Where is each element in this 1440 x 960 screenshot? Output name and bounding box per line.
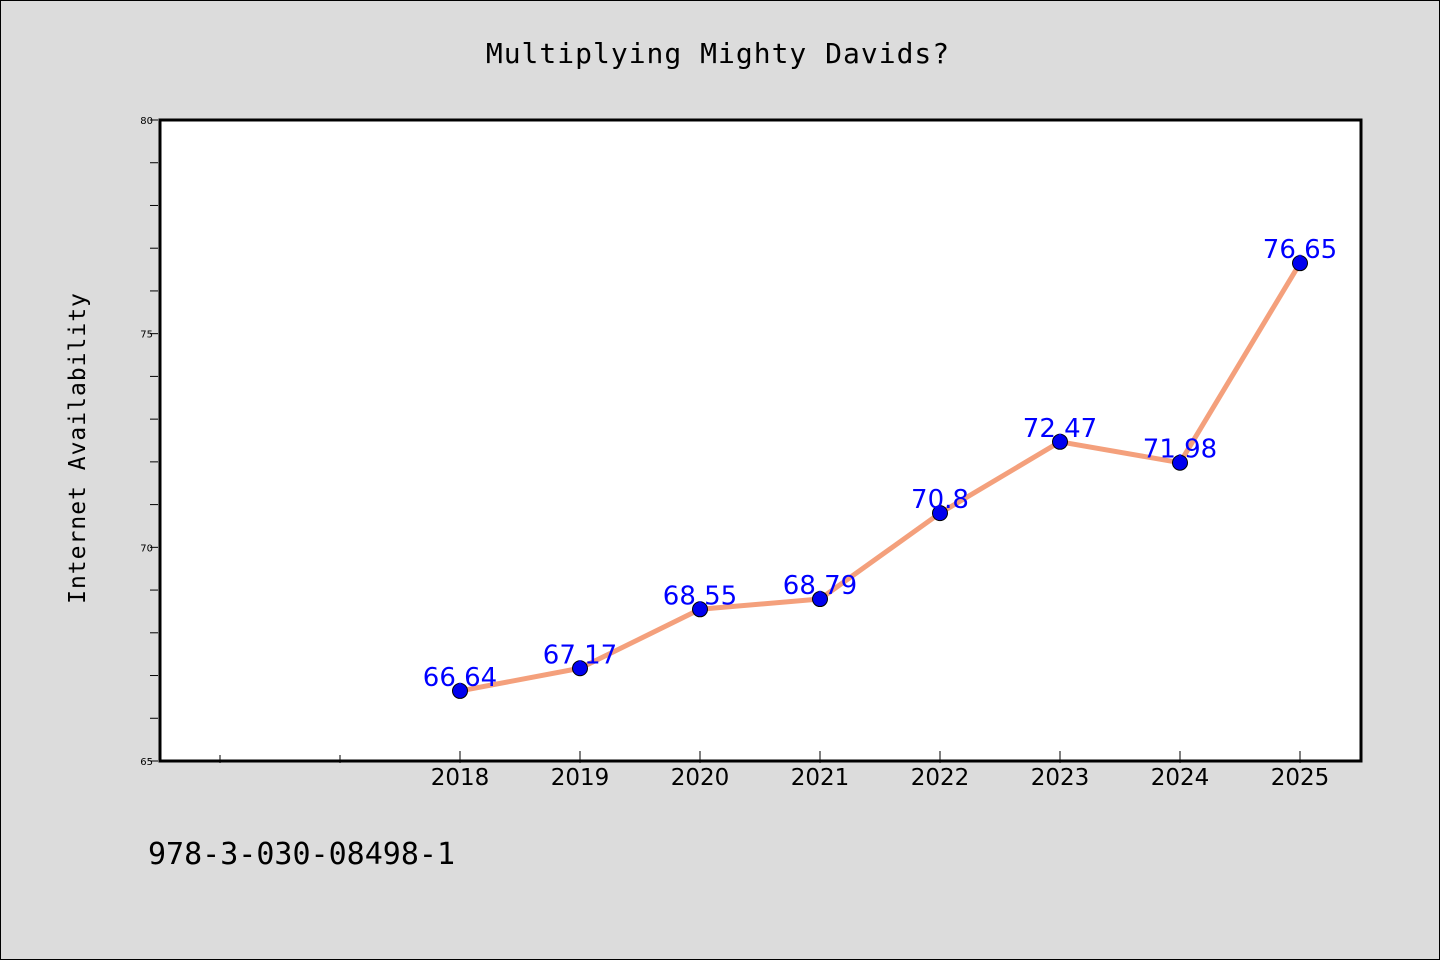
x-tick-label: 2022	[911, 765, 970, 791]
chart-title: Multiplying Mighty Davids?	[486, 37, 950, 70]
series-markers	[452, 255, 1308, 699]
data-point	[1292, 255, 1308, 272]
y-tick-label: 75	[140, 330, 153, 341]
data-point	[572, 660, 588, 677]
data-label: 67.17	[543, 640, 617, 670]
data-point	[1052, 433, 1068, 450]
data-point	[452, 682, 468, 699]
y-axis: 65 70 75 80	[140, 116, 158, 768]
data-label: 66.64	[423, 663, 497, 693]
y-tick-label: 65	[140, 757, 153, 768]
x-tick-label: 2025	[1271, 765, 1330, 791]
data-label: 70.8	[911, 485, 969, 515]
data-label: 71.98	[1143, 435, 1217, 465]
y-tick-label: 80	[140, 116, 153, 127]
data-point	[932, 505, 948, 522]
data-point	[812, 591, 828, 608]
data-label: 68.55	[663, 581, 737, 611]
data-point	[692, 601, 708, 618]
data-label: 72.47	[1023, 414, 1097, 444]
x-tick-label: 2024	[1151, 765, 1210, 791]
x-tick-label: 2020	[671, 765, 730, 791]
series-line	[459, 261, 1303, 694]
y-tick-label: 70	[140, 543, 153, 554]
data-label: 68.79	[783, 571, 857, 601]
plot-area	[158, 118, 1363, 763]
data-label: 76.65	[1263, 235, 1337, 265]
data-point	[1172, 454, 1188, 471]
data-labels: 66.64 67.17 68.55 68.79 70.8 72.47 71.98 76.65	[423, 235, 1337, 693]
footer-code: 978-3-030-08498-1	[148, 837, 455, 872]
x-tick-label: 2021	[791, 765, 850, 791]
x-tick-label: 2018	[431, 765, 490, 791]
x-axis: 2018 2019 2020 2021 2022 2023 2024 2025	[219, 751, 1330, 791]
x-tick-label: 2019	[551, 765, 610, 791]
y-axis-label: Internet Availability	[65, 292, 91, 604]
x-tick-label: 2023	[1031, 765, 1090, 791]
